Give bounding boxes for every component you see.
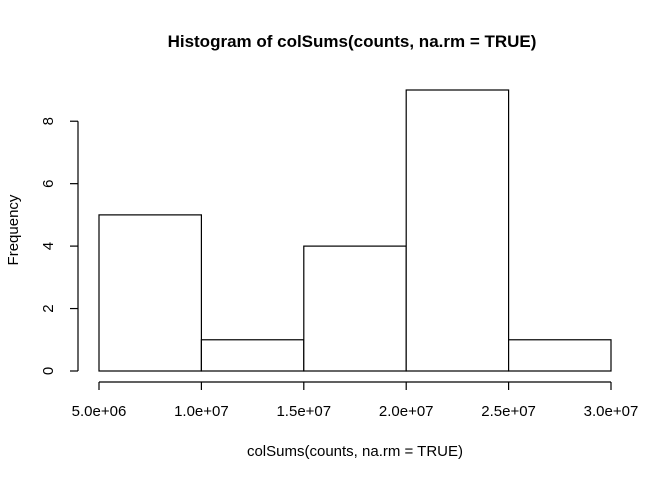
y-tick-label: 8	[40, 117, 57, 125]
x-tick-label: 2.5e+07	[481, 403, 536, 420]
bars-group	[98, 89, 612, 372]
x-tick-label: 1.5e+07	[276, 403, 331, 420]
y-tick-label: 0	[40, 367, 57, 375]
y-axis-label: Frequency	[5, 194, 22, 265]
y-tick-label: 2	[40, 304, 57, 312]
x-axis-label: colSums(counts, na.rm = TRUE)	[247, 443, 463, 460]
y-axis: 0 2 4 6 8	[40, 117, 79, 375]
y-tick-label: 6	[40, 179, 57, 187]
x-tick-label: 3.0e+07	[584, 403, 639, 420]
x-tick-label: 2.0e+07	[379, 403, 434, 420]
x-tick-label: 1.0e+07	[174, 403, 229, 420]
x-axis: 5.0e+06 1.0e+07 1.5e+07 2.0e+07 2.5e+07 3.0e+…	[72, 381, 639, 420]
histogram-bar	[508, 339, 612, 372]
histogram-bar	[303, 245, 407, 372]
histogram-bar	[200, 339, 305, 372]
histogram-bar	[405, 89, 510, 372]
y-tick-label: 4	[40, 242, 57, 250]
chart-title: Histogram of colSums(counts, na.rm = TRU…	[168, 32, 537, 51]
histogram-bar	[98, 214, 203, 372]
x-tick-label: 5.0e+06	[72, 403, 127, 420]
